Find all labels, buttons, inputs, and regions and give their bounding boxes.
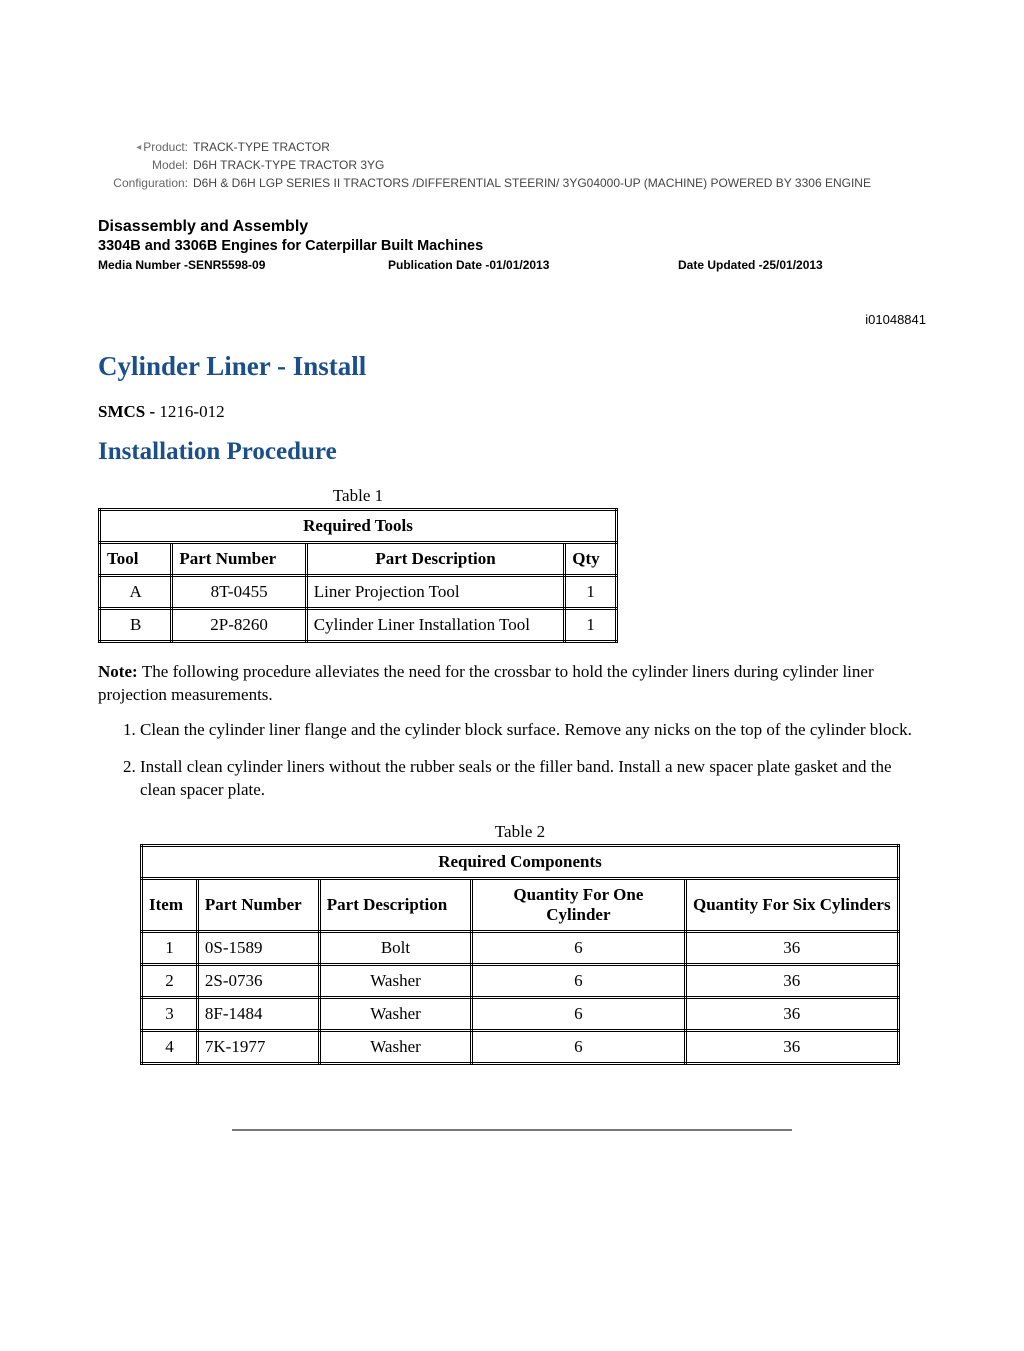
required-tools-table: Required ToolsToolPart NumberPart Descri… bbox=[98, 508, 618, 643]
doc-header-title: Disassembly and Assembly bbox=[98, 218, 926, 236]
column-header: Quantity For One Cylinder bbox=[472, 878, 685, 931]
doc-header-meta: Media Number -SENR5598-09 Publication Da… bbox=[98, 258, 926, 272]
publication-date: Publication Date -01/01/2013 bbox=[388, 258, 678, 272]
table-cell: 2 bbox=[142, 964, 198, 997]
column-header: Tool bbox=[100, 543, 172, 576]
section-title: Installation Procedure bbox=[98, 438, 926, 466]
note-text: The following procedure alleviates the n… bbox=[98, 662, 874, 704]
document-header: Disassembly and Assembly 3304B and 3306B… bbox=[98, 218, 926, 272]
product-meta-block: ◂Product: TRACK-TYPE TRACTOR Model: D6H … bbox=[98, 140, 926, 190]
doc-header-subtitle: 3304B and 3306B Engines for Caterpillar … bbox=[98, 238, 926, 254]
table-cell: 2S-0736 bbox=[197, 964, 319, 997]
column-header: Qty bbox=[565, 543, 617, 576]
document-id: i01048841 bbox=[98, 312, 926, 327]
table-row: 10S-1589Bolt636 bbox=[142, 931, 899, 964]
table-cell: Washer bbox=[319, 997, 471, 1030]
table-cell: 8T-0455 bbox=[172, 576, 306, 609]
table-cell: 36 bbox=[685, 931, 898, 964]
table2-caption: Table 2 bbox=[140, 822, 900, 842]
document-page: ◂Product: TRACK-TYPE TRACTOR Model: D6H … bbox=[0, 0, 1024, 1171]
table-cell: Cylinder Liner Installation Tool bbox=[306, 609, 565, 642]
procedure-step: Install clean cylinder liners without th… bbox=[140, 756, 926, 802]
table-cell: 6 bbox=[472, 997, 685, 1030]
table-cell: 3 bbox=[142, 997, 198, 1030]
date-updated: Date Updated -25/01/2013 bbox=[678, 258, 926, 272]
table-cell: 6 bbox=[472, 1030, 685, 1063]
page-title: Cylinder Liner - Install bbox=[98, 351, 926, 382]
column-header: Part Number bbox=[197, 878, 319, 931]
table-cell: 7K-1977 bbox=[197, 1030, 319, 1063]
procedure-steps: Clean the cylinder liner flange and the … bbox=[98, 719, 926, 802]
column-header: Part Description bbox=[319, 878, 471, 931]
table-row: 22S-0736Washer636 bbox=[142, 964, 899, 997]
smcs-label: SMCS - bbox=[98, 402, 159, 421]
column-header: Quantity For Six Cylinders bbox=[685, 878, 898, 931]
table-title: Required Components bbox=[142, 845, 899, 878]
table-cell: 2P-8260 bbox=[172, 609, 306, 642]
table-cell: 4 bbox=[142, 1030, 198, 1063]
smcs-code: SMCS - 1216-012 bbox=[98, 402, 926, 422]
table-cell: Washer bbox=[319, 964, 471, 997]
table1-caption: Table 1 bbox=[98, 486, 618, 506]
footer-rule-wrap bbox=[232, 1129, 792, 1131]
table-cell: 0S-1589 bbox=[197, 931, 319, 964]
procedure-step: Clean the cylinder liner flange and the … bbox=[140, 719, 926, 742]
table-row: 38F-1484Washer636 bbox=[142, 997, 899, 1030]
table-row: 47K-1977Washer636 bbox=[142, 1030, 899, 1063]
table-title: Required Tools bbox=[100, 510, 617, 543]
table-cell: 6 bbox=[472, 931, 685, 964]
table-cell: 1 bbox=[142, 931, 198, 964]
table-cell: B bbox=[100, 609, 172, 642]
required-components-table-wrap: Table 2 Required ComponentsItemPart Numb… bbox=[140, 822, 900, 1065]
meta-config-label: Configuration: bbox=[98, 176, 193, 190]
meta-config-row: Configuration: D6H & D6H LGP SERIES II T… bbox=[98, 176, 926, 190]
table-cell: 8F-1484 bbox=[197, 997, 319, 1030]
table-cell: Liner Projection Tool bbox=[306, 576, 565, 609]
meta-product-label: ◂Product: bbox=[98, 140, 193, 154]
table-cell: 1 bbox=[565, 576, 617, 609]
table-cell: 36 bbox=[685, 997, 898, 1030]
meta-config-value: D6H & D6H LGP SERIES II TRACTORS /DIFFER… bbox=[193, 176, 871, 190]
column-header: Item bbox=[142, 878, 198, 931]
table-cell: Washer bbox=[319, 1030, 471, 1063]
table-cell: 36 bbox=[685, 1030, 898, 1063]
required-components-table: Required ComponentsItemPart NumberPart D… bbox=[140, 844, 900, 1065]
table-cell: 1 bbox=[565, 609, 617, 642]
meta-product-row: ◂Product: TRACK-TYPE TRACTOR bbox=[98, 140, 926, 154]
footer-rule bbox=[232, 1129, 792, 1131]
table-row: A8T-0455Liner Projection Tool1 bbox=[100, 576, 617, 609]
media-number: Media Number -SENR5598-09 bbox=[98, 258, 388, 272]
table-cell: Bolt bbox=[319, 931, 471, 964]
column-header: Part Number bbox=[172, 543, 306, 576]
table-cell: 6 bbox=[472, 964, 685, 997]
table-cell: A bbox=[100, 576, 172, 609]
meta-product-value: TRACK-TYPE TRACTOR bbox=[193, 140, 330, 154]
meta-model-value: D6H TRACK-TYPE TRACTOR 3YG bbox=[193, 158, 384, 172]
table-cell: 36 bbox=[685, 964, 898, 997]
meta-model-label: Model: bbox=[98, 158, 193, 172]
back-arrow-icon[interactable]: ◂ bbox=[136, 142, 141, 153]
column-header: Part Description bbox=[306, 543, 565, 576]
required-tools-table-wrap: Table 1 Required ToolsToolPart NumberPar… bbox=[98, 486, 618, 643]
meta-model-row: Model: D6H TRACK-TYPE TRACTOR 3YG bbox=[98, 158, 926, 172]
note-label: Note: bbox=[98, 662, 142, 681]
note-block: Note: The following procedure alleviates… bbox=[98, 661, 926, 707]
table-row: B2P-8260Cylinder Liner Installation Tool… bbox=[100, 609, 617, 642]
smcs-value: 1216-012 bbox=[159, 402, 224, 421]
